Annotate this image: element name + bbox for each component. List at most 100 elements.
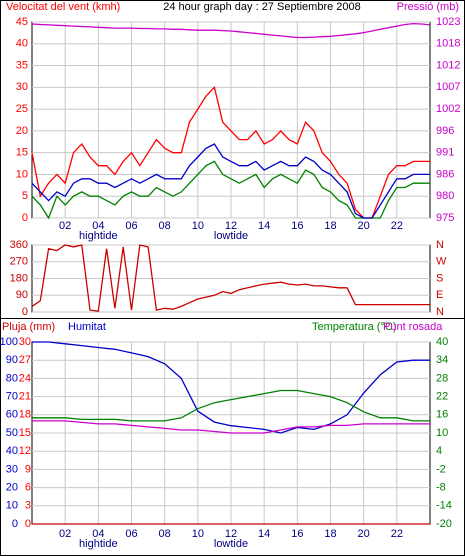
y-tick-label: 45 (16, 16, 28, 28)
series-line (32, 389, 430, 422)
y-tick-label: 16 (436, 409, 448, 421)
y-tick-label: 22 (436, 391, 448, 403)
x-tick-label: 12 (225, 528, 237, 540)
x-tick-label: 20 (358, 220, 370, 232)
x-tick-label: 08 (159, 220, 171, 232)
y-tick-label: -20 (436, 518, 452, 530)
y-tick-label: 12 (19, 445, 31, 457)
y-tick-label: 980 (436, 190, 454, 202)
y-tick-label: E (436, 289, 443, 301)
series-line (32, 420, 430, 434)
y-tick-label: 270 (10, 256, 28, 268)
x-tick-label: 04 (92, 528, 104, 540)
y-tick-label: 1018 (436, 38, 460, 50)
x-tick-label: 08 (159, 528, 171, 540)
y-tick-label: 15 (16, 147, 28, 159)
y-tick-label: 1002 (436, 103, 460, 115)
y-tick-label: 40 (6, 445, 18, 457)
x-tick-label: 18 (324, 528, 336, 540)
y-tick-label: 20 (6, 482, 18, 494)
y-tick-label: 70 (6, 391, 18, 403)
y-tick-label: 6 (25, 482, 31, 494)
y-tick-label: 10 (6, 500, 18, 512)
series-line (32, 341, 430, 434)
pressure-label: Pressió (mb) (397, 1, 459, 13)
x-tick-label: 20 (358, 528, 370, 540)
x-tick-label: 06 (125, 528, 137, 540)
y-tick-label: 80 (6, 372, 18, 384)
y-tick-label: 40 (436, 336, 448, 348)
series-line (31, 143, 430, 219)
tide-label: hightide (79, 538, 118, 550)
y-tick-label: -14 (436, 500, 452, 512)
y-tick-label: 3 (25, 500, 31, 512)
y-tick-label: -8 (436, 482, 446, 494)
y-tick-label: 21 (19, 391, 31, 403)
y-tick-label: 18 (19, 409, 31, 421)
y-tick-label: 1007 (436, 81, 460, 93)
x-tick-label: 18 (324, 220, 336, 232)
y-tick-label: 20 (16, 125, 28, 137)
tide-label: lowtide (214, 538, 248, 550)
y-tick-label: 0 (25, 518, 31, 530)
y-tick-label: 15 (19, 427, 31, 439)
x-tick-label: 16 (291, 528, 303, 540)
y-tick-label: 30 (19, 336, 31, 348)
x-tick-label: 22 (391, 220, 403, 232)
x-tick-label: 02 (59, 528, 71, 540)
series-label: Punt rosada (383, 321, 443, 333)
y-tick-label: 4 (436, 445, 442, 457)
y-tick-label: 996 (436, 125, 454, 137)
y-tick-label: 991 (436, 147, 454, 159)
y-tick-label: 9 (25, 463, 31, 475)
y-tick-label: 30 (16, 81, 28, 93)
wind-label: Velocitat del vent (kmh) (6, 1, 120, 13)
y-tick-label: 975 (436, 212, 454, 224)
y-tick-label: N (436, 306, 444, 318)
series-label: Pluja (mm) (2, 321, 55, 333)
y-tick-label: 180 (10, 272, 28, 284)
y-tick-label: 50 (6, 427, 18, 439)
x-tick-label: 02 (59, 220, 71, 232)
y-tick-label: 10 (436, 427, 448, 439)
y-tick-label: 10 (16, 168, 28, 180)
y-tick-label: 360 (10, 239, 28, 251)
y-tick-label: 27 (19, 354, 31, 366)
tide-label: hightide (79, 230, 118, 242)
series-label: Humitat (68, 321, 106, 333)
x-tick-label: 04 (92, 220, 104, 232)
x-tick-label: 16 (291, 220, 303, 232)
y-tick-label: 60 (6, 409, 18, 421)
y-tick-label: 34 (436, 354, 448, 366)
y-tick-label: 35 (16, 59, 28, 71)
series-line (31, 244, 430, 312)
y-tick-label: 986 (436, 168, 454, 180)
y-tick-label: N (436, 239, 444, 251)
tide-label: lowtide (214, 230, 248, 242)
y-tick-label: 100 (0, 336, 18, 348)
y-tick-label: 5 (22, 190, 28, 202)
y-tick-label: 90 (6, 354, 18, 366)
y-tick-label: 30 (6, 463, 18, 475)
y-tick-label: 1012 (436, 59, 460, 71)
x-tick-label: 06 (125, 220, 137, 232)
y-tick-label: 28 (436, 372, 448, 384)
y-tick-label: -2 (436, 463, 446, 475)
y-tick-label: 0 (22, 212, 28, 224)
x-tick-label: 22 (391, 528, 403, 540)
y-tick-label: 24 (19, 372, 31, 384)
series-label: Temperatura (°C) (312, 321, 396, 333)
y-tick-label: 25 (16, 103, 28, 115)
series-line (31, 22, 431, 39)
x-tick-label: 10 (192, 220, 204, 232)
y-tick-label: 40 (16, 38, 28, 50)
y-tick-label: 90 (16, 289, 28, 301)
x-tick-label: 14 (258, 528, 270, 540)
y-tick-label: 1023 (436, 16, 460, 28)
y-tick-label: 0 (12, 518, 18, 530)
x-tick-label: 10 (192, 528, 204, 540)
x-tick-label: 14 (258, 220, 270, 232)
y-tick-label: 0 (22, 306, 28, 318)
chart-title: 24 hour graph day : 27 Septiembre 2008 (163, 1, 361, 13)
